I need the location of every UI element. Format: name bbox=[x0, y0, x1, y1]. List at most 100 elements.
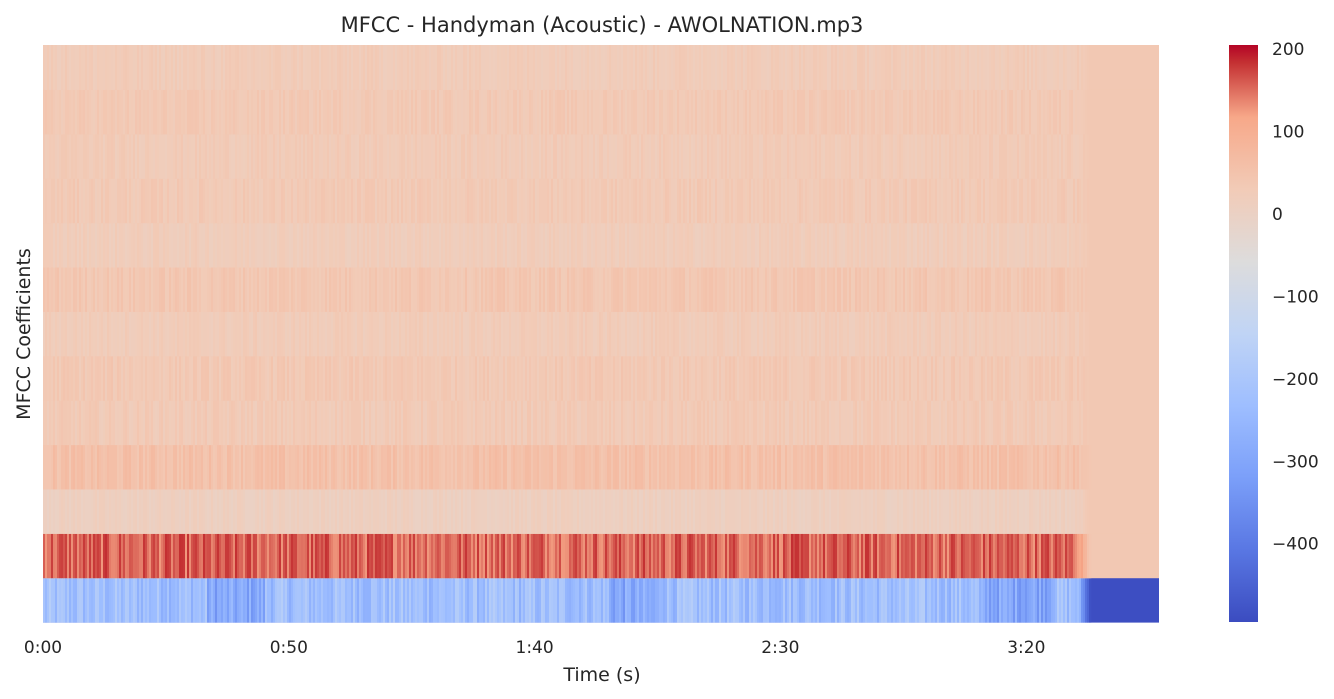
heatmap-cell bbox=[739, 266, 742, 312]
heatmap-cell bbox=[349, 311, 352, 357]
heatmap-cell bbox=[95, 311, 98, 357]
heatmap-cell bbox=[209, 488, 212, 534]
heatmap-cell bbox=[687, 577, 690, 623]
heatmap-cell bbox=[173, 178, 176, 224]
heatmap-cell bbox=[137, 533, 140, 579]
heatmap-cell bbox=[975, 311, 978, 357]
heatmap-cell bbox=[165, 222, 168, 268]
heatmap-cell bbox=[673, 355, 676, 401]
heatmap-cell bbox=[487, 266, 490, 312]
heatmap-cell bbox=[171, 355, 174, 401]
heatmap-cell bbox=[69, 311, 72, 357]
heatmap-cell bbox=[647, 311, 650, 357]
heatmap-cell bbox=[281, 178, 284, 224]
heatmap-cell bbox=[1039, 222, 1042, 268]
heatmap-cell bbox=[421, 488, 424, 534]
heatmap-cell bbox=[121, 444, 124, 490]
heatmap-cell bbox=[591, 577, 594, 623]
heatmap-cell bbox=[451, 355, 454, 401]
heatmap-cell bbox=[725, 444, 728, 490]
heatmap-cell bbox=[641, 266, 644, 312]
heatmap-cell bbox=[479, 400, 482, 446]
heatmap-cell bbox=[97, 178, 100, 224]
mfcc-row-3 bbox=[43, 444, 1159, 490]
heatmap-cell bbox=[1023, 266, 1026, 312]
heatmap-cell bbox=[315, 488, 318, 534]
heatmap-cell bbox=[295, 222, 298, 268]
heatmap-cell bbox=[63, 355, 66, 401]
heatmap-cell bbox=[149, 311, 152, 357]
heatmap-cell bbox=[211, 577, 214, 623]
heatmap-cell bbox=[447, 266, 450, 312]
heatmap-cell bbox=[425, 266, 428, 312]
heatmap-cell bbox=[635, 488, 638, 534]
heatmap-cell bbox=[641, 444, 644, 490]
heatmap-cell bbox=[451, 488, 454, 534]
heatmap-cell bbox=[411, 488, 414, 534]
heatmap-cell bbox=[807, 533, 810, 579]
heatmap-cell bbox=[717, 222, 720, 268]
heatmap-cell bbox=[663, 355, 666, 401]
heatmap-cell bbox=[505, 355, 508, 401]
heatmap-cell bbox=[773, 488, 776, 534]
heatmap-cell bbox=[73, 355, 76, 401]
heatmap-cell bbox=[449, 311, 452, 357]
heatmap-cell bbox=[109, 577, 112, 623]
heatmap-cell bbox=[555, 178, 558, 224]
heatmap-cell bbox=[171, 488, 174, 534]
heatmap-cell bbox=[303, 222, 306, 268]
heatmap-cell bbox=[681, 222, 684, 268]
heatmap-cell bbox=[311, 355, 314, 401]
heatmap-cell bbox=[949, 444, 952, 490]
heatmap-cell bbox=[379, 178, 382, 224]
heatmap-cell bbox=[333, 355, 336, 401]
heatmap-cell bbox=[587, 222, 590, 268]
heatmap-cell bbox=[663, 266, 666, 312]
heatmap-cell bbox=[285, 355, 288, 401]
heatmap-cell bbox=[387, 400, 390, 446]
heatmap-cell bbox=[889, 311, 892, 357]
heatmap-cell bbox=[945, 400, 948, 446]
heatmap-cell bbox=[523, 533, 526, 579]
heatmap-cell bbox=[865, 400, 868, 446]
heatmap-cell bbox=[693, 266, 696, 312]
heatmap-cell bbox=[297, 533, 300, 579]
heatmap-cell bbox=[805, 311, 808, 357]
heatmap-cell bbox=[1015, 266, 1018, 312]
heatmap-cell bbox=[329, 222, 332, 268]
heatmap-cell bbox=[367, 222, 370, 268]
heatmap-cell bbox=[541, 400, 544, 446]
heatmap-cell bbox=[415, 178, 418, 224]
heatmap-cell bbox=[717, 311, 720, 357]
heatmap-cell bbox=[385, 488, 388, 534]
heatmap-cell bbox=[899, 577, 902, 623]
heatmap-cell bbox=[747, 222, 750, 268]
heatmap-cell bbox=[955, 266, 958, 312]
heatmap-cell bbox=[857, 400, 860, 446]
heatmap-cell bbox=[885, 266, 888, 312]
heatmap-cell bbox=[331, 178, 334, 224]
heatmap-cell bbox=[1075, 266, 1078, 312]
heatmap-cell bbox=[627, 533, 630, 579]
heatmap-cell bbox=[977, 400, 980, 446]
heatmap-cell bbox=[679, 355, 682, 401]
heatmap-cell bbox=[827, 222, 830, 268]
heatmap-cell bbox=[827, 444, 830, 490]
heatmap-cell bbox=[839, 577, 842, 623]
heatmap-cell bbox=[187, 222, 190, 268]
heatmap-cell bbox=[1029, 577, 1032, 623]
heatmap-cell bbox=[101, 488, 104, 534]
heatmap-cell bbox=[731, 400, 734, 446]
heatmap-cell bbox=[97, 577, 100, 623]
heatmap-cell bbox=[203, 400, 206, 446]
heatmap-cell bbox=[323, 488, 326, 534]
heatmap-cell bbox=[173, 533, 176, 579]
heatmap-cell bbox=[1009, 400, 1012, 446]
heatmap-cell bbox=[399, 488, 402, 534]
heatmap-cell bbox=[299, 311, 302, 357]
heatmap-cell bbox=[1057, 400, 1060, 446]
heatmap-cell bbox=[727, 311, 730, 357]
heatmap-cell bbox=[523, 311, 526, 357]
heatmap-cell bbox=[115, 266, 118, 312]
heatmap-cell bbox=[61, 266, 64, 312]
